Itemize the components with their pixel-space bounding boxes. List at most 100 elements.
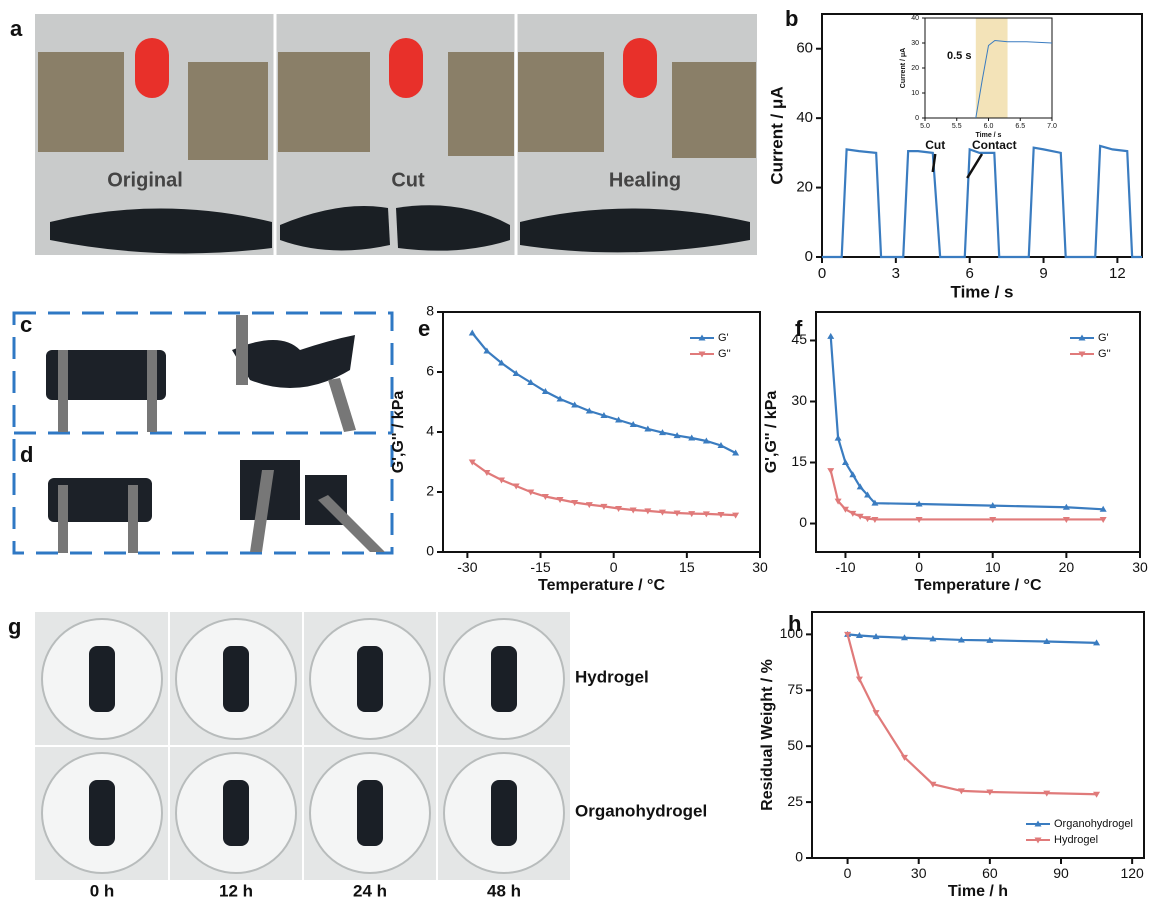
annotation: Cut — [925, 138, 945, 152]
x-tick-label: 30 — [911, 865, 927, 881]
y-axis-label: Current / μA — [900, 48, 907, 88]
x-tick-label: 0 — [844, 865, 852, 881]
y-tick-label: 20 — [796, 179, 813, 196]
gel-sample — [89, 646, 115, 712]
gel-sample — [357, 646, 383, 712]
x-tick-label: 6.5 — [1015, 123, 1025, 130]
y-tick-label: 0 — [795, 849, 803, 865]
gel-sample — [491, 646, 517, 712]
row-label: Hydrogel — [575, 667, 649, 686]
legend-label: Organohydrogel — [1054, 818, 1133, 830]
x-tick-label: 10 — [985, 559, 1001, 575]
y-tick-label: 50 — [787, 737, 803, 753]
x-axis-label: Temperature / °C — [914, 577, 1041, 594]
x-tick-label: 0 — [818, 265, 826, 282]
x-tick-label: -30 — [457, 559, 477, 575]
x-axis-label: Temperature / °C — [538, 577, 665, 594]
x-tick-label: 120 — [1120, 865, 1144, 881]
x-tick-label: 15 — [679, 559, 695, 575]
marker — [469, 330, 476, 336]
photo-label: Healing — [609, 169, 681, 191]
y-axis-label: Current / μA — [767, 86, 786, 184]
y-axis-label: G',G'' / kPa — [390, 391, 407, 474]
photo-panel-a: Original Cut Healing a — [10, 14, 757, 255]
marker — [827, 468, 834, 474]
highlight — [976, 18, 1008, 118]
x-tick-label: -10 — [835, 559, 855, 575]
y-tick-label: 30 — [911, 40, 919, 47]
y-tick-label: 60 — [796, 40, 813, 57]
x-tick-label: 90 — [1053, 865, 1069, 881]
plot-frame — [816, 312, 1140, 552]
legend-label: Hydrogel — [1054, 834, 1098, 846]
series-line — [472, 333, 735, 453]
y-tick-label: 10 — [911, 90, 919, 97]
y-tick-label: 0 — [805, 248, 813, 265]
gel — [50, 205, 750, 253]
legend-label: G'' — [718, 348, 731, 360]
x-tick-label: -15 — [530, 559, 550, 575]
legend-label: G' — [718, 332, 729, 344]
legend-label: G' — [1098, 332, 1109, 344]
photo-panel-cd: c d — [14, 312, 392, 553]
panel-letter: g — [8, 614, 21, 639]
y-tick-label: 0 — [426, 543, 434, 559]
marker — [842, 459, 849, 465]
x-tick-label: 20 — [1059, 559, 1075, 575]
x-tick-label: 0 — [915, 559, 923, 575]
series-line — [848, 634, 1097, 642]
x-axis-label: Time / h — [948, 883, 1008, 900]
y-tick-label: 75 — [787, 681, 803, 697]
gel-sample — [223, 646, 249, 712]
x-tick-label: 12 — [1109, 265, 1126, 282]
series-line — [831, 336, 1103, 509]
x-tick-label: 5.0 — [920, 123, 930, 130]
figure: Original Cut Healing a c d Hydrogel Orga… — [0, 0, 1162, 905]
x-tick-label: 3 — [892, 265, 900, 282]
row-label: Organohydrogel — [575, 801, 707, 820]
y-tick-label: 30 — [791, 392, 807, 408]
x-tick-label: 5.5 — [952, 123, 962, 130]
x-tick-label: 30 — [1132, 559, 1148, 575]
gel-sample — [357, 780, 383, 846]
gel-sample — [223, 780, 249, 846]
panel-letter: f — [795, 316, 803, 341]
photo-panel-g: Hydrogel Organohydrogel g 0 h 12 h 24 h 48 … — [8, 612, 707, 900]
x-tick-label: 0 — [610, 559, 618, 575]
y-tick-label: 20 — [911, 65, 919, 72]
panel-letter: h — [788, 611, 801, 636]
legend-label: G'' — [1098, 348, 1111, 360]
y-tick-label: 4 — [426, 423, 434, 439]
y-tick-label: 40 — [911, 15, 919, 22]
series-line — [822, 146, 1142, 257]
column-label: 24 h — [353, 881, 387, 900]
panel-letter: c — [20, 312, 32, 337]
x-tick-label: 6 — [966, 265, 974, 282]
y-tick-label: 2 — [426, 483, 434, 499]
gel-sample — [491, 780, 517, 846]
plot-frame — [443, 312, 760, 552]
y-axis-label: G',G'' / kPa — [763, 391, 780, 474]
column-label: 48 h — [487, 881, 521, 900]
photo-label: Cut — [391, 169, 425, 191]
x-tick-label: 9 — [1039, 265, 1047, 282]
annotation: 0.5 s — [947, 50, 971, 62]
gel — [46, 335, 355, 525]
y-axis-label: Residual Weight / % — [759, 659, 776, 811]
x-axis-label: Time / s — [976, 132, 1002, 139]
series-line — [831, 471, 1103, 520]
gel-sample — [89, 780, 115, 846]
x-axis-label: Time / s — [951, 282, 1014, 301]
y-tick-label: 6 — [426, 363, 434, 379]
y-tick-label: 15 — [791, 453, 807, 469]
marker — [835, 435, 842, 441]
column-label: 12 h — [219, 881, 253, 900]
panel-letter: d — [20, 442, 33, 467]
panel-letter: a — [10, 16, 23, 41]
column-label: 0 h — [90, 881, 115, 900]
x-tick-label: 30 — [752, 559, 768, 575]
panel-letter: e — [418, 316, 430, 341]
panel-letter: b — [785, 6, 798, 31]
y-tick-label: 25 — [787, 793, 803, 809]
marker — [827, 333, 834, 339]
